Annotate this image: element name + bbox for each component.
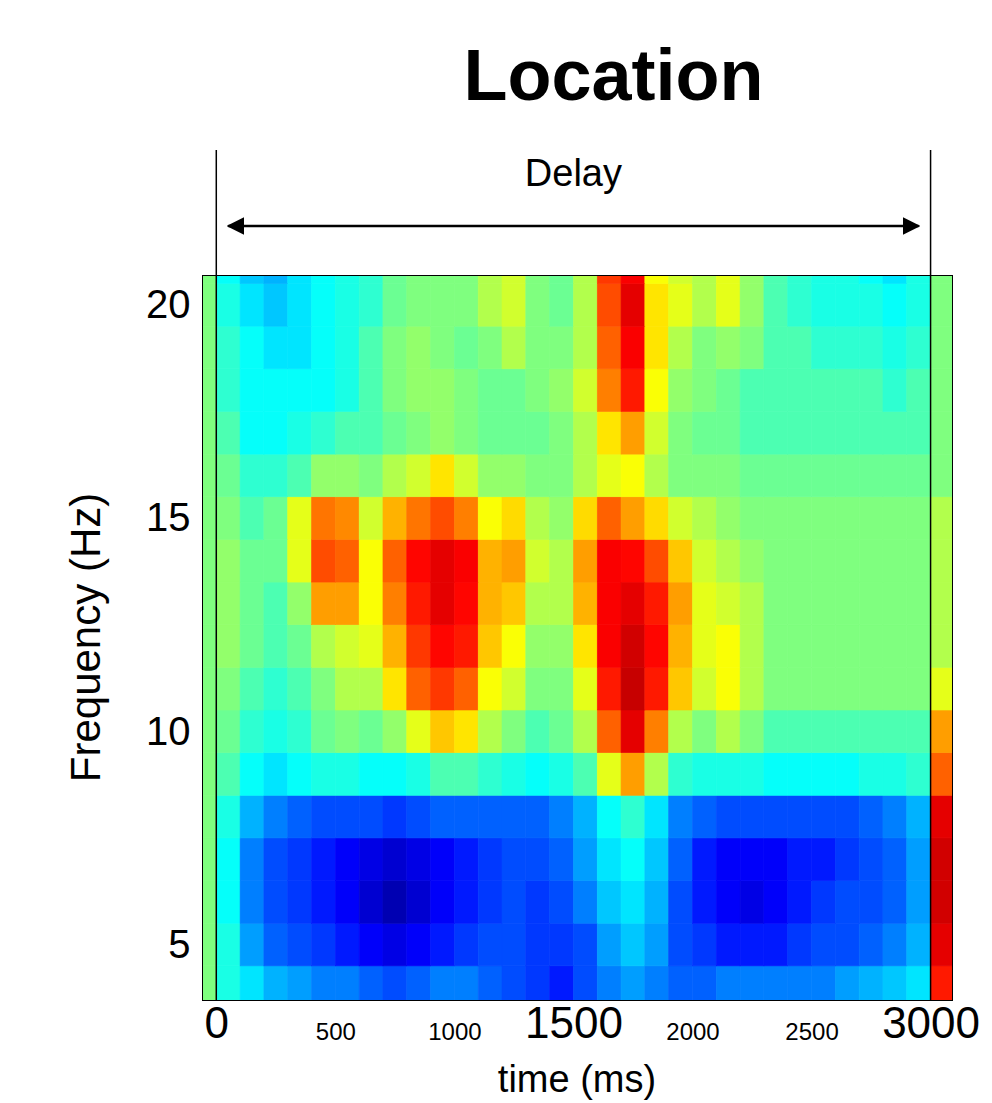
svg-text:10: 10 xyxy=(146,709,191,753)
svg-text:3000: 3000 xyxy=(882,998,980,1047)
svg-text:2500: 2500 xyxy=(785,1018,838,1045)
svg-text:1500: 1500 xyxy=(525,998,623,1047)
svg-text:Frequency (Hz): Frequency (Hz) xyxy=(62,493,109,782)
svg-text:500: 500 xyxy=(316,1018,356,1045)
svg-text:20: 20 xyxy=(146,282,191,326)
svg-text:time (ms): time (ms) xyxy=(498,1058,656,1100)
svg-text:15: 15 xyxy=(146,495,191,539)
svg-text:Delay: Delay xyxy=(525,152,622,194)
svg-text:5: 5 xyxy=(168,922,190,966)
svg-text:Location: Location xyxy=(463,35,763,115)
svg-text:1000: 1000 xyxy=(428,1018,481,1045)
svg-text:0: 0 xyxy=(205,998,229,1047)
svg-text:2000: 2000 xyxy=(666,1018,719,1045)
